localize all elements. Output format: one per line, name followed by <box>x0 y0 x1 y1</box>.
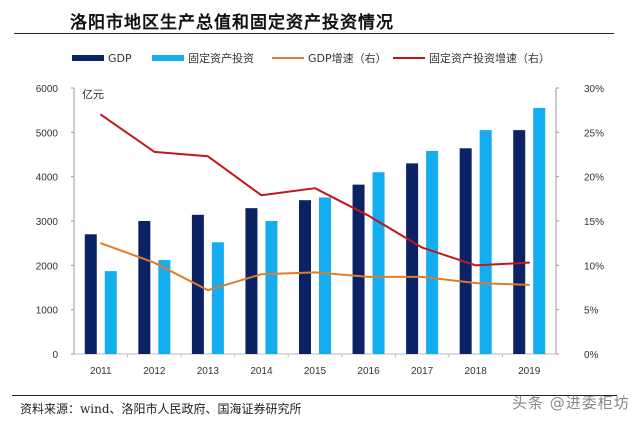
bar-fixed-investment <box>211 242 224 354</box>
axes: 0 1000 2000 3000 4000 5000 6000 亿元 0% 5% 10% 15% 20%… <box>36 84 604 377</box>
bars <box>84 107 546 354</box>
right-tick-label: 30% <box>584 84 604 95</box>
watermark: 头条 @进委柜坊 <box>512 394 630 412</box>
line-point <box>99 242 102 244</box>
bar-fixed-investment <box>319 197 331 354</box>
right-tick-label: 15% <box>584 217 604 228</box>
x-tick-label: 2011 <box>90 366 112 377</box>
line-point <box>421 246 423 249</box>
bar-gdp <box>459 148 472 354</box>
bar-gdp <box>84 234 97 354</box>
source-note: 资料来源：wind、洛阳市人民政府、国海证券研究所 <box>20 402 302 416</box>
legend: GDP 固定资产投资 GDP增速（右） 固定资产投资增速（右） <box>72 51 550 65</box>
left-tick-label: 5000 <box>36 128 59 139</box>
title-divider <box>14 33 614 34</box>
line-point <box>260 194 263 197</box>
left-tick-label: 6000 <box>36 84 59 95</box>
legend-label: 固定资产投资增速（右） <box>429 51 550 65</box>
line-point <box>207 289 209 291</box>
line-point <box>474 264 477 267</box>
right-tick-label: 0% <box>584 350 599 361</box>
line-point <box>314 271 316 274</box>
bar-gdp <box>299 200 311 354</box>
right-tick-label: 10% <box>584 261 604 272</box>
legend-swatch <box>152 55 184 61</box>
line-point <box>367 276 370 278</box>
line-point <box>207 155 209 158</box>
line-point <box>99 113 102 116</box>
line-point <box>421 276 423 278</box>
left-tick-label: 0 <box>52 350 58 361</box>
line-point <box>260 273 263 276</box>
line-point <box>528 261 531 264</box>
right-tick-label: 5% <box>584 306 599 317</box>
bar-gdp <box>406 163 419 354</box>
x-tick-label: 2017 <box>411 366 434 377</box>
legend-label: 固定资产投资 <box>188 51 254 65</box>
line-point <box>367 214 370 217</box>
bar-fixed-investment <box>265 221 278 354</box>
footer-divider <box>12 395 617 396</box>
left-axis-unit: 亿元 <box>82 88 104 101</box>
chart-title: 洛阳市地区生产总值和固定资产投资情况 <box>70 13 394 33</box>
bar-gdp <box>138 221 151 354</box>
right-tick-label: 20% <box>584 173 604 184</box>
bar-gdp <box>352 184 365 354</box>
legend-label: GDP <box>108 52 132 65</box>
x-tick-label: 2013 <box>197 366 220 377</box>
bar-fixed-investment <box>104 271 117 354</box>
x-tick-label: 2015 <box>304 366 327 377</box>
legend-label: GDP增速（右） <box>308 51 387 65</box>
bar-fixed-investment <box>158 260 171 354</box>
legend-swatch <box>72 55 104 61</box>
left-tick-label: 3000 <box>36 217 59 228</box>
left-tick-label: 4000 <box>36 173 59 184</box>
bar-fixed-investment <box>533 107 546 354</box>
line-point <box>314 187 316 189</box>
bar-fixed-investment <box>426 150 439 354</box>
line-point <box>153 151 156 153</box>
line-point <box>153 261 156 264</box>
lines <box>99 113 531 292</box>
left-tick-label: 1000 <box>36 306 59 317</box>
x-tick-label: 2018 <box>465 366 488 377</box>
line-point <box>474 282 477 284</box>
x-tick-label: 2012 <box>143 366 166 377</box>
line-point <box>528 284 531 286</box>
x-tick-label: 2016 <box>357 366 380 377</box>
left-tick-label: 2000 <box>36 261 59 272</box>
bar-fixed-investment <box>479 130 492 354</box>
x-tick-label: 2014 <box>250 366 273 377</box>
bar-fixed-investment <box>372 172 385 354</box>
right-tick-label: 25% <box>584 128 604 139</box>
x-tick-label: 2019 <box>518 366 541 377</box>
bar-gdp <box>513 130 526 354</box>
bar-gdp <box>245 208 258 354</box>
